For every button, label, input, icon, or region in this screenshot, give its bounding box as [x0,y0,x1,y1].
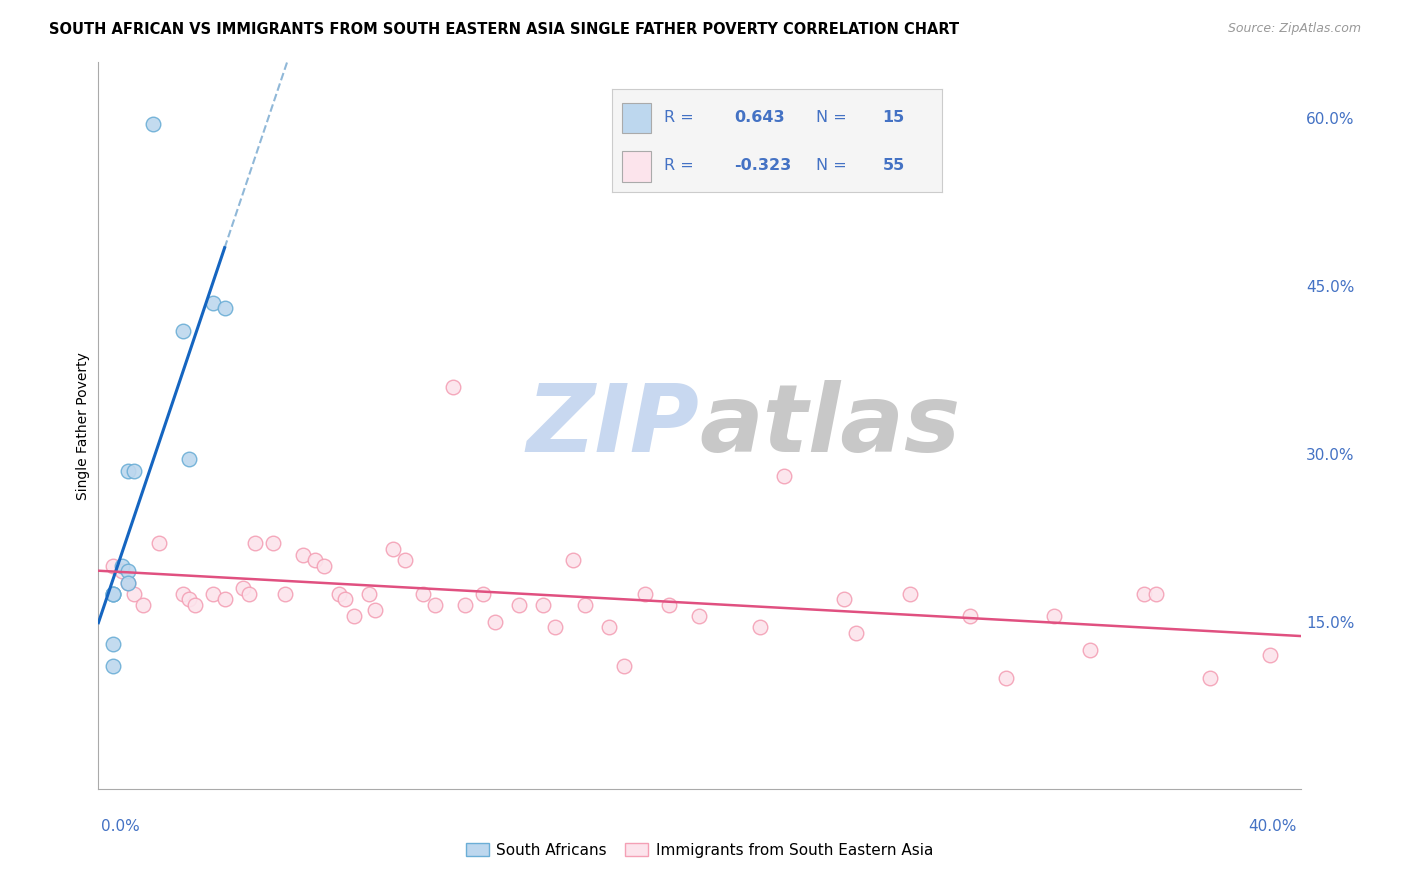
Text: 0.643: 0.643 [734,110,785,125]
Text: 0.0%: 0.0% [101,819,141,834]
Point [472,587,495,601]
Point [394,553,416,567]
Point [845,625,868,640]
Text: SOUTH AFRICAN VS IMMIGRANTS FROM SOUTH EASTERN ASIA SINGLE FATHER POVERTY CORREL: SOUTH AFRICAN VS IMMIGRANTS FROM SOUTH E… [49,22,959,37]
Point [1199,671,1222,685]
Point [262,536,284,550]
Text: atlas: atlas [700,380,960,472]
Point [1133,587,1156,601]
Point [141,117,163,131]
Point [148,536,170,550]
Text: ZIP: ZIP [527,380,700,472]
Point [103,637,125,651]
Y-axis label: Single Father Poverty: Single Father Poverty [76,352,90,500]
Point [243,536,266,550]
Text: -0.323: -0.323 [734,158,792,173]
Point [574,598,596,612]
Bar [621,151,651,181]
Point [658,598,681,612]
Point [1043,609,1066,624]
Point [117,575,139,590]
Point [484,615,506,629]
Point [117,575,139,590]
Point [111,558,134,573]
Point [111,565,134,579]
Point [103,587,125,601]
Point [304,553,326,567]
Point [423,598,446,612]
Text: R =: R = [665,158,699,173]
Point [598,620,620,634]
Point [177,452,200,467]
Point [357,587,380,601]
Point [381,541,404,556]
Point [201,587,224,601]
Point [634,587,657,601]
Point [274,587,297,601]
Point [343,609,366,624]
Point [183,598,205,612]
Point [531,598,554,612]
Point [1078,642,1101,657]
Point [124,464,146,478]
Point [132,598,155,612]
Point [117,464,139,478]
Text: 55: 55 [883,158,905,173]
Text: N =: N = [817,110,852,125]
Point [177,592,200,607]
Point [613,659,636,673]
Point [232,581,254,595]
Point [201,296,224,310]
Point [689,609,711,624]
Point [333,592,356,607]
Point [544,620,567,634]
Point [832,592,855,607]
Point [103,659,125,673]
Text: 15: 15 [883,110,905,125]
Point [214,301,236,316]
Point [772,469,794,483]
Point [103,558,125,573]
Point [103,587,125,601]
Point [238,587,260,601]
Point [454,598,477,612]
Point [124,587,146,601]
Point [441,380,464,394]
Point [412,587,434,601]
Point [364,603,387,617]
Text: N =: N = [817,158,852,173]
Point [117,565,139,579]
Point [214,592,236,607]
Point [995,671,1018,685]
Point [312,558,335,573]
Point [291,548,314,562]
Point [508,598,530,612]
Point [1260,648,1282,663]
Bar [621,103,651,133]
Point [1144,587,1167,601]
Point [959,609,981,624]
Legend: South Africans, Immigrants from South Eastern Asia: South Africans, Immigrants from South Ea… [458,835,941,865]
Text: R =: R = [665,110,699,125]
Point [328,587,350,601]
Point [103,587,125,601]
Text: 40.0%: 40.0% [1249,819,1296,834]
Point [172,587,194,601]
Point [172,324,194,338]
Point [898,587,921,601]
Point [562,553,585,567]
Point [748,620,770,634]
Text: Source: ZipAtlas.com: Source: ZipAtlas.com [1227,22,1361,36]
